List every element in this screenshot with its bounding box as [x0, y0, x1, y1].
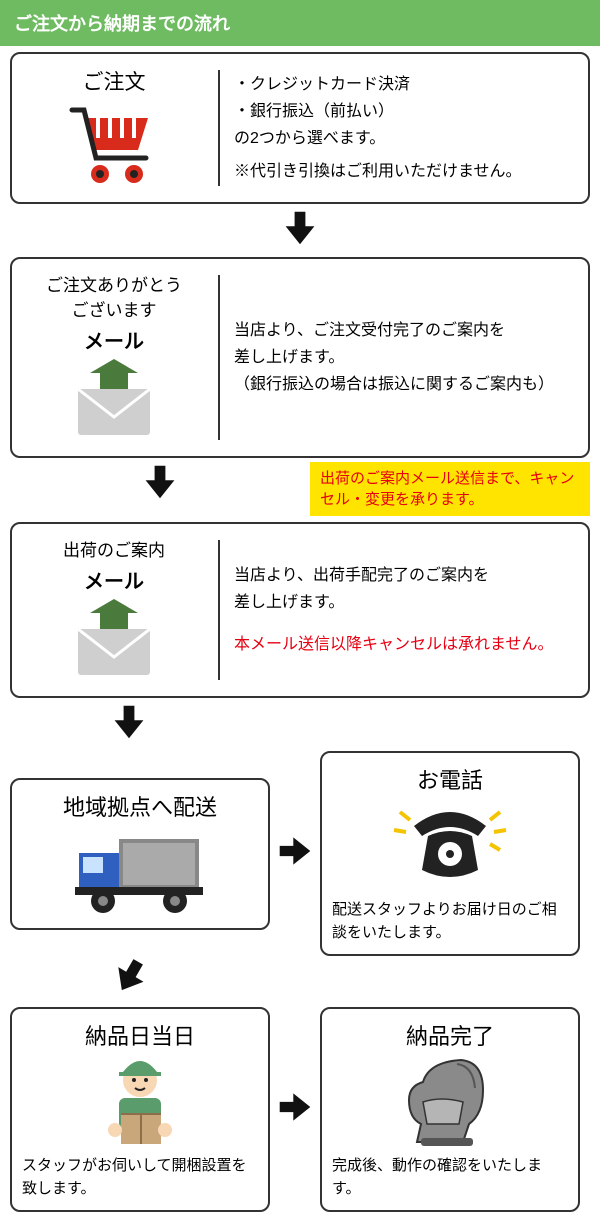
row-delivery-phone: 地域拠点へ配送 お電話 — [10, 751, 590, 956]
step2-body: 当店より、ご注文受付完了のご案内を 差し上げます。 （銀行振込の場合は振込に関す… — [234, 271, 576, 444]
step6-desc: スタッフがお伺いして開梱設置を致します。 — [22, 1155, 258, 1200]
step6-title: 納品日当日 — [22, 1019, 258, 1051]
step-regional-delivery: 地域拠点へ配送 — [10, 778, 270, 930]
step2-line: （銀行振込の場合は振込に関するご案内も） — [234, 371, 576, 398]
step1-line: ※代引き引換はご利用いただけません。 — [234, 158, 576, 185]
step3-body: 当店より、出荷手配完了のご案内を 差し上げます。 本メール送信以降キャンセルは承… — [234, 536, 576, 684]
step5-title: お電話 — [332, 763, 568, 795]
step7-desc: 完成後、動作の確認をいたします。 — [332, 1155, 568, 1200]
truck-icon — [22, 828, 258, 918]
step1-title: ご注文 — [83, 66, 146, 96]
arrow-right-icon — [278, 1089, 312, 1130]
step4-title: 地域拠点へ配送 — [22, 790, 258, 822]
phone-icon — [332, 801, 568, 891]
chair-icon — [332, 1057, 568, 1147]
step2-line: 差し上げます。 — [234, 344, 576, 371]
arrow-down-icon — [110, 704, 590, 745]
step1-line: ・クレジットカード決済 — [234, 71, 576, 98]
step3-subtitle: メール — [84, 565, 144, 594]
step3-red: 本メール送信以降キャンセルは承れません。 — [234, 631, 576, 658]
step-delivery-day: 納品日当日 スタッフがお伺いして開梱設置を致します。 — [10, 1007, 270, 1212]
step-phone: お電話 配送スタッフよりお届け日のご相談をいたします。 — [320, 751, 580, 956]
worker-icon — [22, 1057, 258, 1147]
step1-line: の2つから選べます。 — [234, 125, 576, 152]
step2-title: ご注文ありがとうございます — [46, 271, 182, 321]
step3-title: 出荷のご案内 — [63, 536, 165, 561]
mail-icon — [64, 354, 164, 444]
step3-line: 差し上げます。 — [234, 589, 576, 616]
step5-desc: 配送スタッフよりお届け日のご相談をいたします。 — [332, 899, 568, 944]
row-delivery-complete: 納品日当日 スタッフがお伺いして開梱設置を致します。 納品完 — [10, 1007, 590, 1212]
cart-icon — [64, 100, 164, 190]
cancel-callout: 出荷のご案内メール送信まで、キャンセル・変更を承ります。 — [310, 462, 590, 516]
arrow-diag-icon — [110, 956, 590, 1001]
step1-body: ・クレジットカード決済 ・銀行振込（前払い） の2つから選べます。 ※代引き引換… — [234, 66, 576, 190]
step-complete: 納品完了 完成後、動作の確認をいたします。 — [320, 1007, 580, 1212]
step3-line: 当店より、出荷手配完了のご案内を — [234, 562, 576, 589]
arrow-down-icon — [10, 210, 590, 251]
arrow-down-icon — [10, 464, 310, 505]
step-order: ご注文 ・クレジットカード決済 ・銀行振込（前払い） — [10, 52, 590, 204]
step2-line: 当店より、ご注文受付完了のご案内を — [234, 317, 576, 344]
step7-title: 納品完了 — [332, 1019, 568, 1051]
step1-line: ・銀行振込（前払い） — [234, 98, 576, 125]
mail-icon — [64, 594, 164, 684]
step-thanks-mail: ご注文ありがとうございます メール 当店より、ご注文受付完了のご案内を 差し上げ… — [10, 257, 590, 458]
step-ship-mail: 出荷のご案内 メール 当店より、出荷手配完了のご案内を 差し上げます。 本メール… — [10, 522, 590, 698]
step2-subtitle: メール — [84, 325, 144, 354]
flow-container: ご注文 ・クレジットカード決済 ・銀行振込（前払い） — [0, 52, 600, 1232]
arrow-right-icon — [278, 833, 312, 874]
page-header: ご注文から納期までの流れ — [0, 0, 600, 46]
